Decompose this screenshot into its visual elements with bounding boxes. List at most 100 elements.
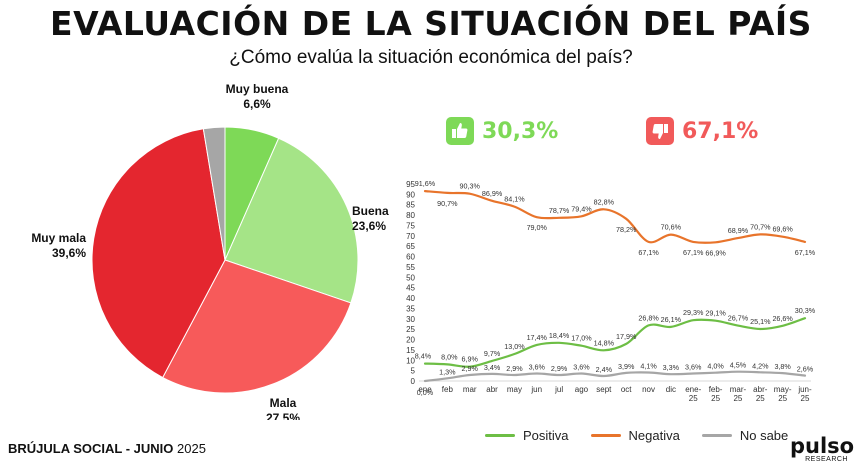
y-tick-label: 35 xyxy=(406,304,415,313)
series-line-negativa xyxy=(423,190,807,244)
x-tick-label: nov xyxy=(642,385,655,394)
data-label: 30,3% xyxy=(795,306,816,315)
legend-item-no-sabe: No sabe xyxy=(701,428,788,443)
data-label: 2,6% xyxy=(797,365,814,374)
data-label: 29,1% xyxy=(705,309,726,318)
pie-value-label: 27,5% xyxy=(266,411,300,420)
series-line-positiva xyxy=(423,317,807,368)
y-tick-label: 25 xyxy=(406,325,415,334)
x-tick-label: jul xyxy=(554,385,563,394)
y-tick-label: 80 xyxy=(406,211,415,220)
legend-swatch xyxy=(590,434,621,437)
data-label: 3,8% xyxy=(774,362,791,371)
data-label: 3,6% xyxy=(573,363,590,372)
data-label: 26,7% xyxy=(728,314,749,323)
x-tick-label: abr xyxy=(486,385,498,394)
y-tick-label: 90 xyxy=(406,190,415,199)
pie-slice-no-sabe xyxy=(202,126,226,261)
y-tick-label: 0 xyxy=(411,377,416,386)
kpi-negative: 67,1% xyxy=(646,117,758,145)
data-label: 91,6% xyxy=(415,179,436,188)
data-label: 1,3% xyxy=(439,367,456,376)
data-label: 79,0% xyxy=(527,223,548,232)
data-label: 82,8% xyxy=(594,197,615,206)
data-label: 2,9% xyxy=(462,364,479,373)
pie-value-label: 6,6% xyxy=(243,97,271,111)
data-label: 6,9% xyxy=(462,355,479,364)
data-label: 3,6% xyxy=(529,363,546,372)
data-label: 69,6% xyxy=(772,225,793,234)
data-label: 13,0% xyxy=(504,342,525,351)
pie-chart: Muy buena 6,6% Buena 23,6% Mala 27,5% Muy mala… xyxy=(0,80,420,425)
data-label: 4,2% xyxy=(752,361,769,370)
data-label: 26,6% xyxy=(772,314,793,323)
pie-category-label: Mala xyxy=(270,396,297,410)
data-label: 25,1% xyxy=(750,317,771,326)
data-label: 78,7% xyxy=(549,206,570,215)
data-label: 8,4% xyxy=(415,352,432,361)
pie-category-label: Muy buena xyxy=(226,82,289,96)
x-tick-label: ago xyxy=(575,385,589,394)
data-label: 3,3% xyxy=(663,363,680,372)
y-tick-label: 85 xyxy=(406,201,415,210)
pie-category-label: Buena xyxy=(352,204,389,218)
data-label: 86,9% xyxy=(482,189,503,198)
x-tick-label-line2: 25 xyxy=(778,394,787,403)
pie-value-label: 39,6% xyxy=(52,246,86,260)
footer-label-bold: BRÚJULA SOCIAL - JUNIO xyxy=(8,441,174,456)
y-tick-label: 20 xyxy=(406,336,415,345)
data-label: 67,1% xyxy=(683,248,704,257)
kpi-positive: 30,3% xyxy=(446,117,558,145)
x-tick-label: feb- xyxy=(709,385,723,394)
data-label: 4,0% xyxy=(707,362,724,371)
x-tick-label: ene xyxy=(418,385,432,394)
data-label: 3,9% xyxy=(618,362,635,371)
data-label: 8,0% xyxy=(441,352,458,361)
data-label: 17,9% xyxy=(616,332,637,341)
data-label: 4,5% xyxy=(730,361,747,370)
x-tick-label: sept xyxy=(596,385,612,394)
x-tick-label: ene- xyxy=(685,385,701,394)
x-tick-label: oct xyxy=(621,385,632,394)
y-tick-label: 15 xyxy=(406,346,415,355)
x-tick-label: jun- xyxy=(797,385,812,394)
y-tick-label: 95 xyxy=(406,180,415,189)
data-label: 67,1% xyxy=(795,248,816,257)
page-subtitle: ¿Cómo evalúa la situación económica del … xyxy=(229,47,633,68)
data-label: 9,7% xyxy=(484,349,501,358)
legend-item-negativa: Negativa xyxy=(590,428,680,443)
x-tick-label-line2: 25 xyxy=(733,394,742,403)
data-label: 0,0% xyxy=(417,388,434,397)
y-tick-label: 5 xyxy=(411,367,416,376)
brand-logo: pulso RESEARCH xyxy=(790,434,855,466)
pie-category-label: Muy mala xyxy=(31,231,86,245)
data-label: 4,1% xyxy=(640,361,657,370)
y-tick-label: 10 xyxy=(406,356,415,365)
data-label: 79,4% xyxy=(571,204,592,213)
thumbs-down-icon xyxy=(646,117,674,145)
data-label: 70,6% xyxy=(661,223,682,232)
x-tick-label-line2: 25 xyxy=(689,394,698,403)
series-line-no-sabe xyxy=(423,370,807,383)
data-label: 17,0% xyxy=(571,334,592,343)
legend-swatch xyxy=(701,434,732,437)
legend-label: Negativa xyxy=(628,428,680,443)
pie-value-label: 23,6% xyxy=(352,219,386,233)
y-tick-label: 75 xyxy=(406,221,415,230)
y-tick-label: 60 xyxy=(406,253,415,262)
line-chart: 0 5 10 15 20 25 30 35 40 45 50 55 60 65 70 75 80 85 90 95 en… xyxy=(395,172,835,422)
data-label: 78,2% xyxy=(616,225,637,234)
legend-item-positiva: Positiva xyxy=(485,428,569,443)
x-tick-label: mar xyxy=(463,385,477,394)
data-label: 14,8% xyxy=(594,338,615,347)
y-tick-label: 55 xyxy=(406,263,415,272)
data-label: 26,8% xyxy=(638,313,659,322)
y-tick-label: 30 xyxy=(406,315,415,324)
x-tick-label: jun xyxy=(530,385,542,394)
x-tick-label-line2: 25 xyxy=(711,394,720,403)
data-label: 18,4% xyxy=(549,331,570,340)
brand-logo-text: pulso xyxy=(790,434,855,458)
data-label: 3,4% xyxy=(484,363,501,372)
pie-slice-mala xyxy=(162,259,352,394)
y-tick-label: 40 xyxy=(406,294,415,303)
